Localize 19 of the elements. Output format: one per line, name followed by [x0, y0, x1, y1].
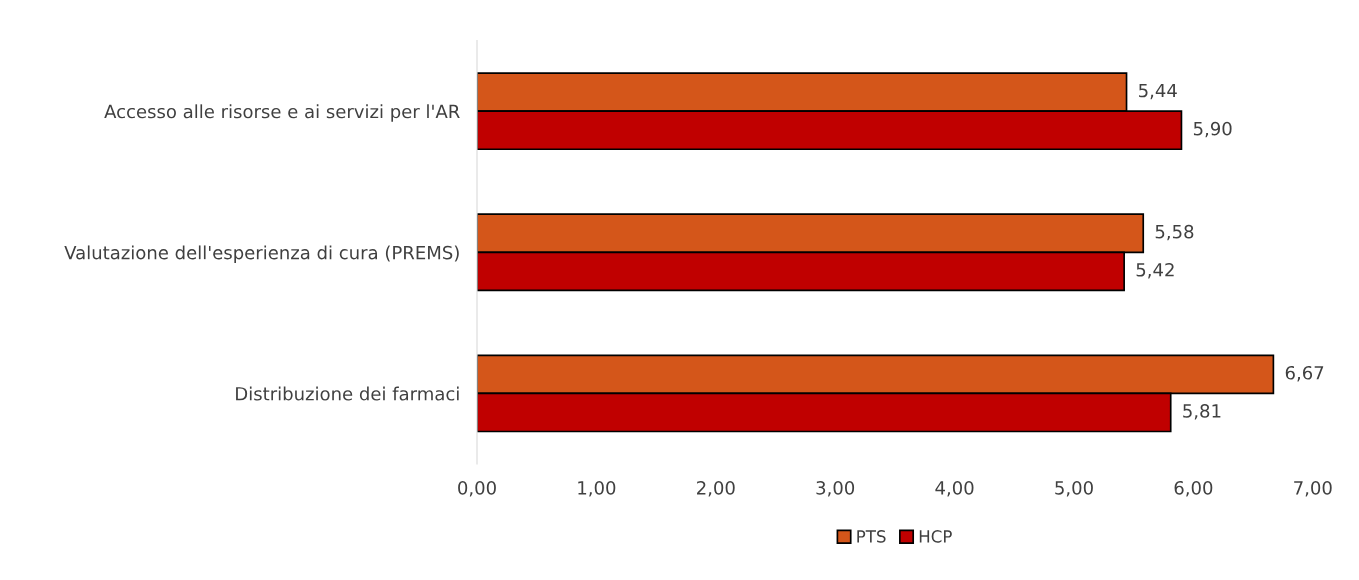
- x-tick-label: 4,00: [935, 480, 974, 497]
- x-tick-label: 3,00: [816, 480, 855, 497]
- y-tick-label: Distribuzione dei farmaci: [236, 386, 459, 401]
- data-label: 6,67: [1285, 365, 1324, 382]
- x-tick-label: 6,00: [1174, 480, 1213, 497]
- x-tick-label: 0,00: [458, 480, 496, 497]
- y-tick-label: Accesso alle risorse e ai servizi per l'AR: [104, 104, 460, 122]
- legend-label: PTS: [857, 530, 886, 543]
- data-label: 5,58: [1155, 224, 1194, 241]
- data-label: 5,42: [1136, 262, 1174, 279]
- data-label: 5,90: [1193, 121, 1232, 138]
- x-tick-label: 2,00: [697, 480, 735, 497]
- x-tick-label: 5,00: [1055, 480, 1093, 497]
- data-label: 5,44: [1139, 83, 1177, 100]
- data-label: 5,81: [1183, 404, 1221, 420]
- x-tick-label: 1,00: [578, 480, 616, 497]
- legend-label: HCP: [919, 530, 952, 543]
- y-tick-label: Valutazione dell'esperienza di cura (PREMS): [64, 245, 459, 263]
- x-tick-label: 7,00: [1294, 480, 1332, 497]
